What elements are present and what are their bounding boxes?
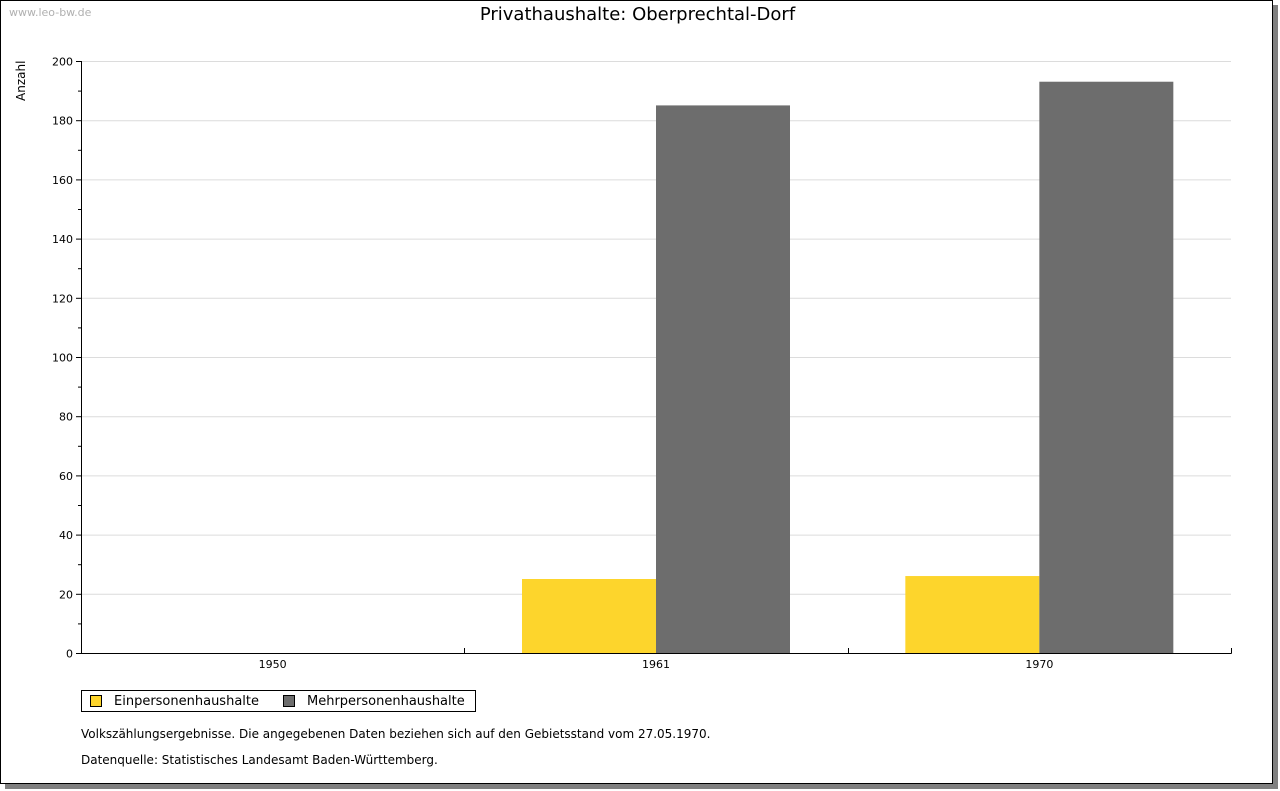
y-tick-label: 140 [52, 233, 73, 246]
x-tick-label: 1950 [259, 658, 287, 671]
legend-item-mehrpersonenhaushalte: Mehrpersonenhaushalte [283, 694, 465, 709]
watermark: www.leo-bw.de [9, 6, 92, 19]
bar-mehrpersonenhaushalte-1961 [656, 105, 790, 653]
legend: Einpersonenhaushalte Mehrpersonenhaushal… [81, 690, 476, 712]
bar-einpersonenhaushalte-1970 [905, 576, 1040, 653]
legend-label-mehrpersonenhaushalte: Mehrpersonenhaushalte [307, 693, 465, 709]
axes: 0 20 40 60 80 100 120 140 160 180 200 1950 1961 1970 [52, 56, 1232, 671]
y-tick-label: 160 [52, 174, 73, 187]
y-tick-label: 40 [59, 529, 73, 542]
y-tick-label: 20 [59, 588, 73, 601]
y-tick-label: 0 [66, 648, 73, 661]
bar-einpersonenhaushalte-1961 [522, 579, 656, 653]
bar-mehrpersonenhaushalte-1970 [1039, 81, 1174, 654]
y-tick-label: 80 [59, 411, 73, 424]
legend-item-einpersonenhaushalte: Einpersonenhaushalte [90, 694, 259, 709]
x-tick-label: 1970 [1025, 658, 1053, 671]
y-tick-label: 60 [59, 470, 73, 483]
y-tick-label: 180 [52, 115, 73, 128]
y-tick-label: 120 [52, 292, 73, 305]
x-tick-label: 1961 [642, 658, 670, 671]
note-source: Datenquelle: Statistisches Landesamt Bad… [81, 753, 438, 767]
bar-chart: 0 20 40 60 80 100 120 140 160 180 200 1950 1961 1970 [52, 56, 1232, 671]
legend-swatch-mehrpersonenhaushalte [283, 695, 295, 707]
y-tick-label: 200 [52, 56, 73, 69]
chart-title: Privathaushalte: Oberprechtal-Dorf [479, 4, 796, 25]
legend-swatch-einpersonenhaushalte [90, 695, 102, 707]
legend-label-einpersonenhaushalte: Einpersonenhaushalte [114, 693, 259, 709]
note-census: Volkszählungsergebnisse. Die angegebenen… [81, 727, 711, 741]
y-tick-label: 100 [52, 352, 73, 365]
bars [522, 81, 1174, 654]
